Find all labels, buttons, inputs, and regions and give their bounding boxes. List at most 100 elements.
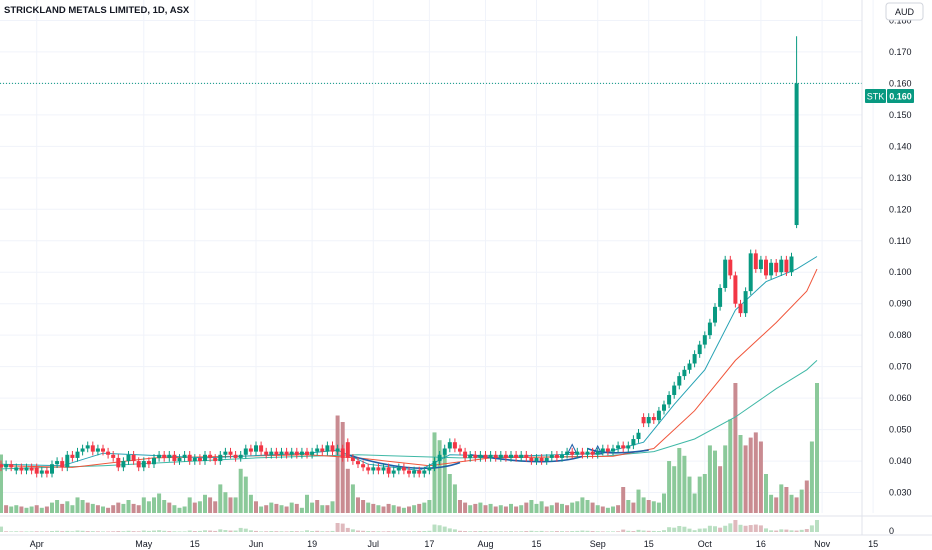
- candle-body: [565, 451, 570, 455]
- volume-bar: [432, 432, 437, 513]
- subpane-bar: [748, 525, 753, 532]
- candle-body: [39, 470, 44, 474]
- price-tick-label: 0.080: [889, 330, 912, 340]
- volume-bar: [325, 505, 330, 513]
- candle-body: [111, 454, 116, 458]
- candle-body: [458, 448, 462, 452]
- volume-bar: [473, 503, 478, 513]
- subpane-bar: [585, 530, 590, 532]
- candle-body: [488, 454, 493, 458]
- time-tick-label: 19: [307, 539, 317, 549]
- volume-bar: [575, 501, 580, 513]
- candle-body: [412, 470, 417, 474]
- candle-body: [0, 464, 3, 468]
- candle-body: [167, 454, 172, 458]
- candle-body: [29, 467, 34, 471]
- candle-body: [713, 306, 717, 323]
- candle-body: [427, 467, 432, 471]
- volume-bar: [605, 507, 610, 513]
- currency-button[interactable]: AUD: [885, 2, 924, 21]
- volume-bar: [478, 502, 483, 513]
- candle-body: [549, 454, 554, 458]
- candle-body: [493, 454, 498, 458]
- subpane-bar: [238, 527, 243, 532]
- candle-body: [437, 454, 442, 462]
- volume-bar: [294, 503, 299, 513]
- candle-body: [361, 464, 366, 468]
- volume-bar: [815, 383, 819, 513]
- volume-bar: [386, 503, 391, 513]
- candle-body: [774, 262, 779, 273]
- ema-slow-line: [0, 360, 818, 470]
- subpane-bar: [50, 531, 54, 532]
- time-tick-label: Jul: [368, 539, 380, 549]
- volume-bar: [687, 476, 692, 513]
- subpane-bar: [641, 530, 646, 532]
- candle-body: [529, 457, 534, 462]
- candle-body: [483, 454, 488, 458]
- subpane-bar: [509, 531, 513, 532]
- candle-body: [233, 454, 238, 458]
- candle-body: [289, 451, 294, 455]
- volume-bar: [116, 502, 121, 513]
- candle-body: [667, 394, 672, 405]
- candle-body: [789, 256, 794, 273]
- candle-body: [442, 448, 447, 455]
- candle-body: [284, 451, 289, 455]
- volume-bar: [101, 506, 105, 513]
- subpane-bar: [417, 531, 422, 532]
- volume-bar: [126, 500, 131, 513]
- price-tick-label: 0.110: [889, 236, 911, 246]
- volume-bar: [187, 497, 192, 513]
- subpane-bar: [80, 530, 85, 532]
- currency-button-label: AUD: [895, 7, 915, 17]
- volume-bar: [452, 484, 457, 513]
- subpane-bar: [146, 530, 151, 532]
- subpane-bar: [29, 531, 34, 532]
- subpane-bar: [580, 530, 585, 532]
- price-tick-label: 0.030: [889, 488, 912, 498]
- subpane-bar: [218, 529, 223, 532]
- volume-bar: [656, 502, 661, 513]
- price-axis[interactable]: 0.1800.1700.1600.1500.1400.1300.1200.110…: [889, 15, 912, 497]
- time-tick-label: Jun: [249, 539, 264, 549]
- volume-bar: [580, 497, 585, 513]
- candle-body: [702, 335, 707, 345]
- subpane-bar: [662, 530, 666, 532]
- candle-body: [116, 457, 121, 468]
- subpane-bar: [600, 531, 605, 532]
- candle-body: [315, 448, 320, 452]
- candle-body: [407, 470, 411, 474]
- volume-bar: [172, 505, 177, 513]
- candle-body: [498, 454, 503, 458]
- subpane-bar: [284, 531, 289, 532]
- subpane-bar: [692, 530, 697, 532]
- candle-body: [203, 454, 207, 462]
- volume-bar: [417, 503, 422, 513]
- subpane-bar: [743, 525, 748, 532]
- volume-bar: [19, 506, 24, 513]
- candle-body: [779, 259, 784, 273]
- volume-bar: [544, 506, 549, 513]
- subpane-bar: [590, 531, 595, 532]
- volume-bar: [672, 466, 677, 513]
- candle-body: [585, 451, 590, 455]
- candle-body: [243, 448, 248, 455]
- candle-body: [743, 291, 748, 314]
- volume-bar: [330, 501, 335, 513]
- candle-body: [600, 448, 605, 452]
- volume-bar: [289, 502, 294, 513]
- subpane-bar: [524, 531, 529, 532]
- grid-lines: [0, 0, 874, 513]
- volume-bar: [483, 505, 488, 513]
- volume-bar: [121, 503, 126, 513]
- subpane-bar: [452, 529, 457, 532]
- chart-title: STRICKLAND METALS LIMITED, 1D, ASX: [4, 5, 190, 16]
- volume-bar: [213, 501, 218, 513]
- volume-bar: [90, 503, 95, 513]
- subpane-bar: [468, 531, 473, 532]
- volume-bar: [264, 505, 269, 513]
- volume-bar: [554, 502, 559, 513]
- time-axis[interactable]: Apr May 15 Jun 19 Jul 17 Aug 15 Sep 15 Oct 16 Nov 15: [30, 539, 878, 549]
